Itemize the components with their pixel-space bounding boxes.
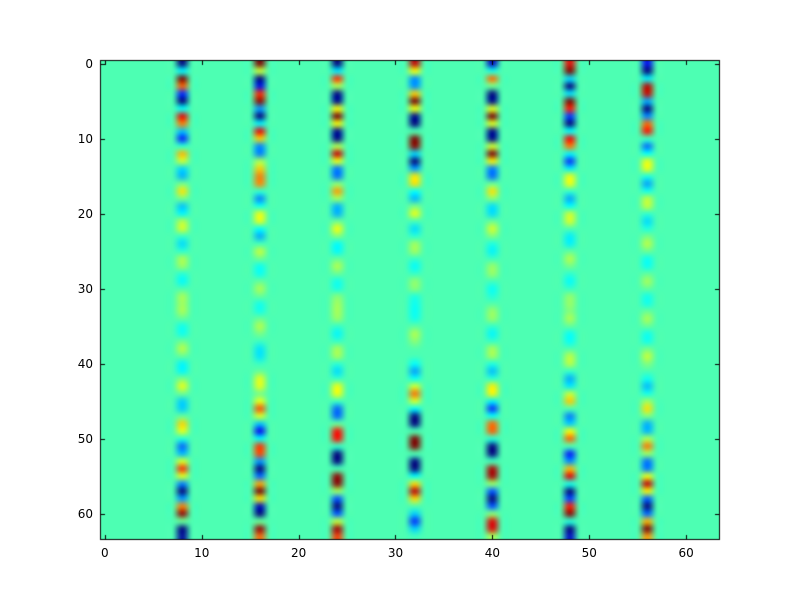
y-tick-label-30: 30 <box>77 281 93 296</box>
x-tick-label-0: 0 <box>101 546 109 560</box>
y-tick-label-50: 50 <box>77 431 93 446</box>
x-tick-label-10: 10 <box>194 546 210 560</box>
x-tick-label-40: 40 <box>484 546 500 560</box>
x-tick-label-60: 60 <box>678 546 694 560</box>
x-tick-label-50: 50 <box>581 546 597 560</box>
y-tick-label-10: 10 <box>77 131 93 146</box>
x-tick-label-30: 30 <box>387 546 404 560</box>
x-tick-label-20: 20 <box>290 546 307 560</box>
y-tick-label-60: 60 <box>77 506 93 521</box>
y-tick-label-0: 0 <box>85 56 93 71</box>
y-tick-label-40: 40 <box>77 356 93 371</box>
y-tick-label-20: 20 <box>77 206 93 221</box>
